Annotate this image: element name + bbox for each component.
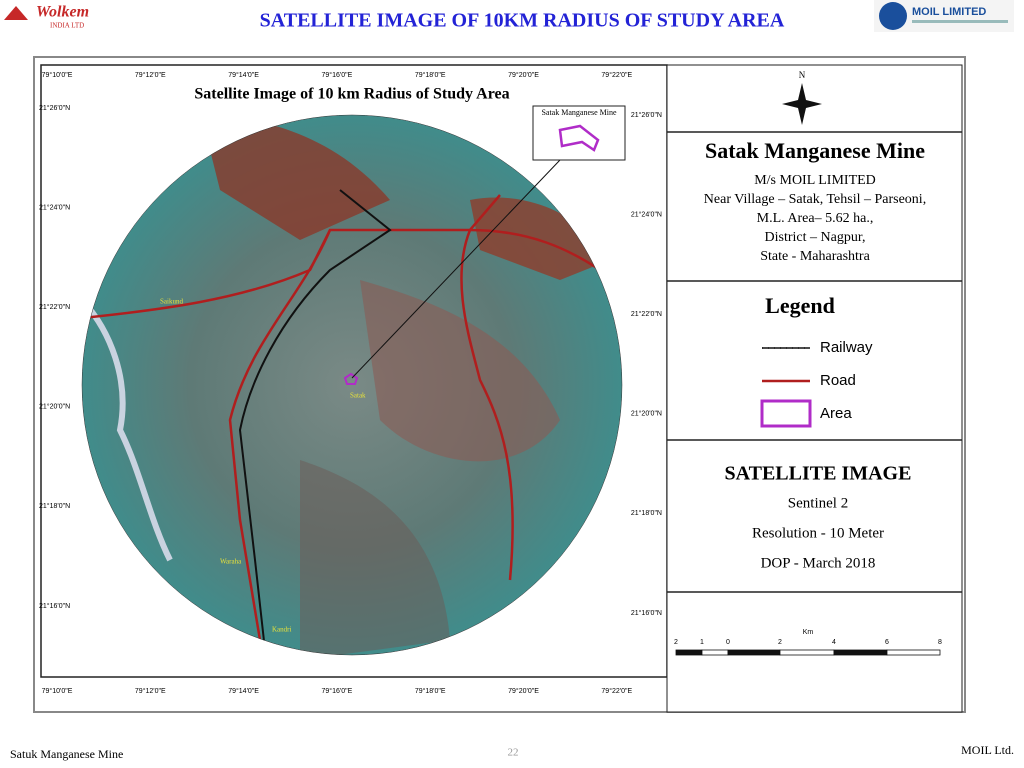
coordinate-labels: 79°10'0"E 79°10'0"E 79°12'0"E 79°12'0"E 79°1… bbox=[39, 71, 662, 695]
mine-detail: District – Nagpur, bbox=[765, 230, 866, 245]
north-arrow bbox=[782, 83, 822, 125]
mine-detail: Near Village – Satak, Tehsil – Parseoni, bbox=[704, 192, 926, 207]
legend-label: Railway bbox=[820, 339, 873, 356]
mine-detail: M/s MOIL LIMITED bbox=[754, 173, 876, 188]
right-logo: MOIL LIMITED bbox=[874, 0, 1014, 32]
logo-name: Wolkem bbox=[36, 4, 89, 21]
longitude-label: 79°18'0"E bbox=[415, 687, 446, 695]
latitude-label: 21°24'0"N bbox=[39, 203, 70, 211]
page-number: 22 bbox=[508, 747, 519, 759]
mine-title: Satak Manganese Mine bbox=[705, 138, 925, 163]
legend-label: Area bbox=[820, 405, 852, 422]
latitude-label: 21°18'0"N bbox=[631, 509, 662, 517]
scale-segment bbox=[675, 649, 703, 656]
inset-area bbox=[558, 124, 600, 152]
place-label: Kandri bbox=[272, 626, 291, 634]
scale-tick-label: 8 bbox=[938, 639, 942, 646]
scale-tick-label: 2 bbox=[674, 639, 678, 646]
latitude-label: 21°24'0"N bbox=[631, 210, 662, 218]
slide-title: SATELLITE IMAGE OF 10KM RADIUS OF STUDY … bbox=[260, 10, 785, 32]
longitude-label: 79°16'0"E bbox=[322, 71, 353, 79]
sat-detail: Sentinel 2 bbox=[788, 495, 848, 511]
latitude-label: 21°22'0"N bbox=[631, 310, 662, 318]
footer-right: MOIL Ltd. bbox=[961, 743, 1014, 757]
info-panel: N Satak Manganese Mine M/s MOIL LIMITED N… bbox=[666, 64, 963, 713]
scale-segment bbox=[833, 649, 888, 656]
place-labels: Saikund Satak Waraha Kandri bbox=[160, 298, 366, 634]
logo-sub: INDIA LTD bbox=[50, 22, 84, 30]
longitude-label: 79°22'0"E bbox=[601, 71, 632, 79]
latitude-label: 21°20'0"N bbox=[39, 403, 70, 411]
inset-box bbox=[532, 105, 626, 161]
scale-tick-label: 1 bbox=[700, 639, 704, 646]
latitude-label: 21°26'0"N bbox=[39, 104, 70, 112]
longitude-label: 79°20'0"E bbox=[508, 687, 539, 695]
mine-detail: State - Maharashtra bbox=[760, 249, 870, 264]
longitude-label: 79°14'0"E bbox=[228, 687, 259, 695]
sat-detail: DOP - March 2018 bbox=[761, 555, 876, 571]
scale-segment bbox=[727, 649, 781, 656]
longitude-label: 79°12'0"E bbox=[135, 71, 166, 79]
scale-segment bbox=[701, 649, 729, 656]
logo-name: MOIL LIMITED bbox=[912, 6, 986, 18]
latitude-label: 21°18'0"N bbox=[39, 502, 70, 510]
longitude-label: 79°16'0"E bbox=[322, 687, 353, 695]
place-label: Waraha bbox=[220, 558, 242, 566]
scale-tick-label: 0 bbox=[726, 639, 730, 646]
place-label: Saikund bbox=[160, 298, 183, 306]
scale-unit: Km bbox=[803, 629, 814, 636]
inset-leader bbox=[351, 159, 561, 379]
inset-label: Satak Manganese Mine bbox=[541, 108, 617, 117]
mine-area bbox=[343, 372, 359, 385]
longitude-label: 79°10'0"E bbox=[42, 687, 73, 695]
scale-segment bbox=[886, 649, 941, 656]
footer-left: Satuk Manganese Mine bbox=[10, 747, 123, 761]
scale-bar: 2 1 0 2 4 6 8 bbox=[674, 639, 942, 656]
legend-area bbox=[760, 399, 812, 428]
map-title: Satellite Image of 10 km Radius of Study… bbox=[194, 86, 509, 103]
scale-tick-label: 4 bbox=[832, 639, 836, 646]
latitude-label: 21°22'0"N bbox=[39, 303, 70, 311]
longitude-label: 79°22'0"E bbox=[601, 687, 632, 695]
study-radius bbox=[81, 114, 623, 656]
longitude-label: 79°10'0"E bbox=[42, 71, 73, 79]
latitude-label: 21°26'0"N bbox=[631, 111, 662, 119]
scale-tick-label: 6 bbox=[885, 639, 889, 646]
longitude-label: 79°14'0"E bbox=[228, 71, 259, 79]
mine-detail: M.L. Area– 5.62 ha., bbox=[757, 211, 874, 226]
place-label: Satak bbox=[350, 392, 366, 400]
sat-title: SATELLITE IMAGE bbox=[725, 463, 912, 485]
longitude-label: 79°18'0"E bbox=[415, 71, 446, 79]
sat-detail: Resolution - 10 Meter bbox=[752, 525, 884, 541]
latitude-label: 21°16'0"N bbox=[39, 602, 70, 610]
latitude-label: 21°16'0"N bbox=[631, 609, 662, 617]
legend-label: Road bbox=[820, 372, 856, 389]
longitude-label: 79°12'0"E bbox=[135, 687, 166, 695]
latitude-label: 21°20'0"N bbox=[631, 410, 662, 418]
legend-title: Legend bbox=[765, 293, 835, 318]
north-label: N bbox=[799, 70, 806, 80]
scale-segment bbox=[779, 649, 835, 656]
longitude-label: 79°20'0"E bbox=[508, 71, 539, 79]
left-logo: Wolkem INDIA LTD bbox=[4, 4, 89, 30]
scale-tick-label: 2 bbox=[778, 639, 782, 646]
